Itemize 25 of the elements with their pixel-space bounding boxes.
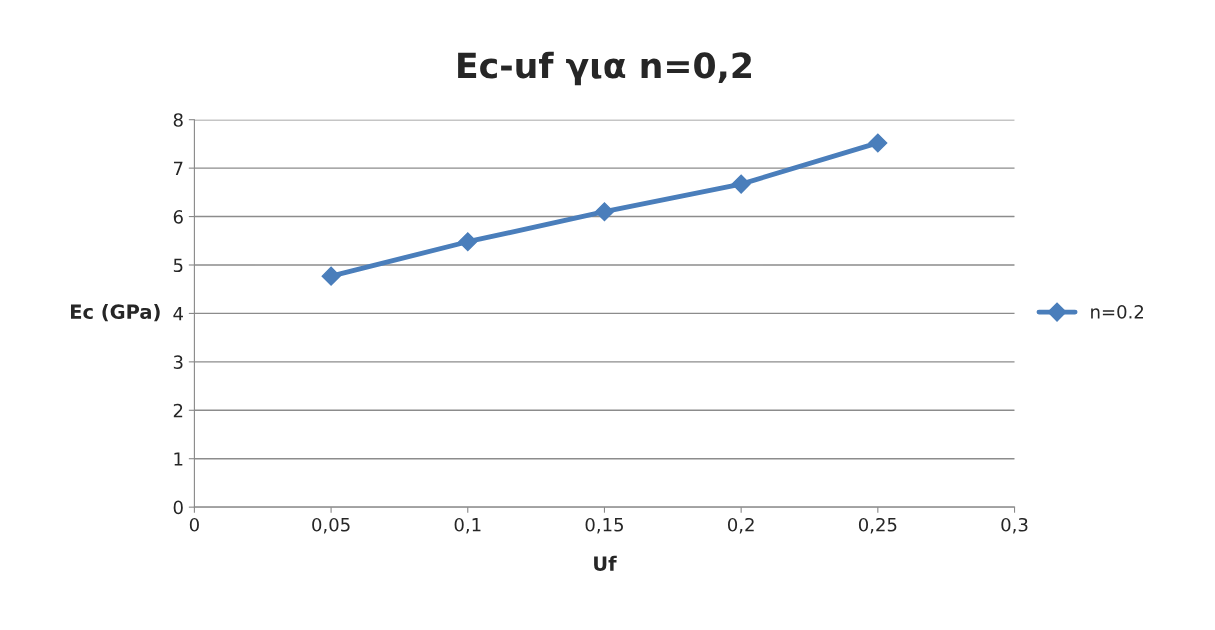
- point: [594, 202, 614, 222]
- y-tick-label: 1: [174, 452, 183, 466]
- x-tick-label: 0,1: [454, 517, 481, 534]
- y-tick-label: 5: [173, 258, 183, 273]
- point: [731, 174, 751, 194]
- legend-label: n=0.2: [1091, 305, 1144, 319]
- y-tick-label: 3: [173, 355, 183, 369]
- y-tick-label: 6: [173, 210, 183, 224]
- point: [458, 232, 478, 252]
- x-tick-label: 0,25: [858, 517, 897, 534]
- x-tick-label: 0: [189, 517, 199, 532]
- y-tick-label: 4: [173, 307, 183, 321]
- x-axis-title: Uf: [594, 555, 617, 571]
- x-tick-label: 0,05: [312, 517, 350, 534]
- point: [321, 266, 341, 286]
- point: [868, 133, 888, 153]
- chart-title: Ec-uf για n=0,2: [458, 51, 751, 86]
- y-tick-label: 2: [173, 403, 183, 418]
- x-tick-label: 0,15: [585, 517, 623, 534]
- y-axis-title: Ec (GPa): [71, 304, 160, 322]
- y-tick-label: 0: [173, 500, 183, 515]
- x-tick-label: 0,2: [727, 517, 754, 534]
- y-tick-label: 8: [173, 113, 183, 127]
- y-tick-label: 7: [173, 161, 183, 175]
- x-tick-label: 0,3: [1001, 517, 1028, 534]
